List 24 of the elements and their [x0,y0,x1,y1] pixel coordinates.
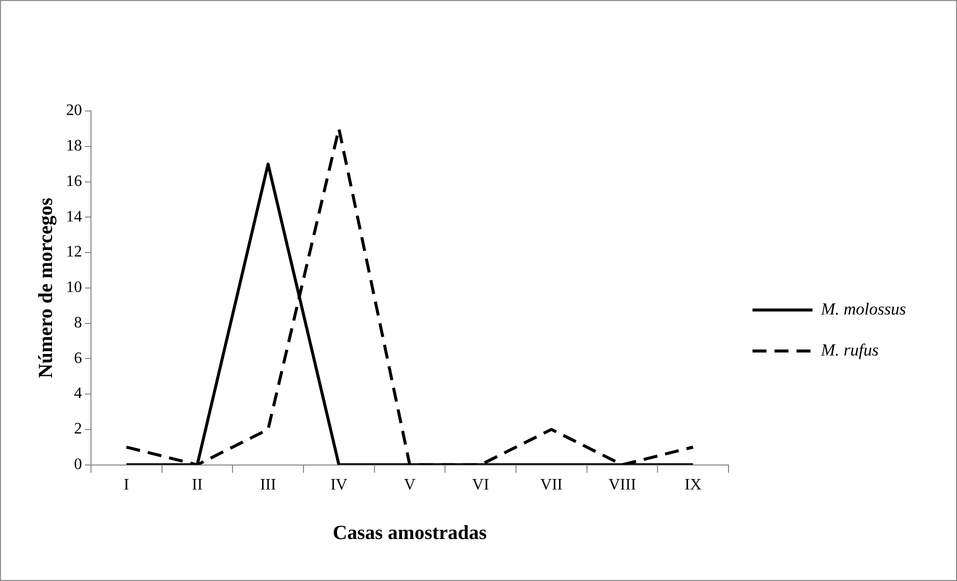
y-tick-label: 14 [66,208,82,226]
x-tick-label: I [124,476,130,494]
y-tick-label: 6 [74,350,82,367]
y-axis-title: Número de morcegos [35,198,58,378]
y-tick-label: 2 [74,420,82,438]
y-tick-label: 12 [66,244,82,261]
legend-label: M. rufus [820,340,879,360]
y-tick-label: 10 [66,279,82,296]
y-tick-label: 16 [66,172,82,190]
x-tick-label: VI [472,476,490,494]
x-tick-label: VIII [608,476,636,494]
x-axis-title: Casas amostradas [332,522,487,544]
x-tick-label: VII [540,476,563,494]
x-tick-label: V [404,476,416,494]
y-tick-label: 4 [74,385,82,402]
y-tick-label: 0 [74,456,82,474]
y-tick-label: 20 [66,102,82,120]
y-tick-label: 18 [66,138,82,155]
x-tick-label: II [192,476,203,494]
y-tick-label: 8 [74,314,82,332]
x-tick-label: III [260,476,276,494]
legend-label: M. molossus [820,299,906,318]
x-tick-label: IX [684,476,702,494]
x-tick-label: IV [330,476,348,494]
